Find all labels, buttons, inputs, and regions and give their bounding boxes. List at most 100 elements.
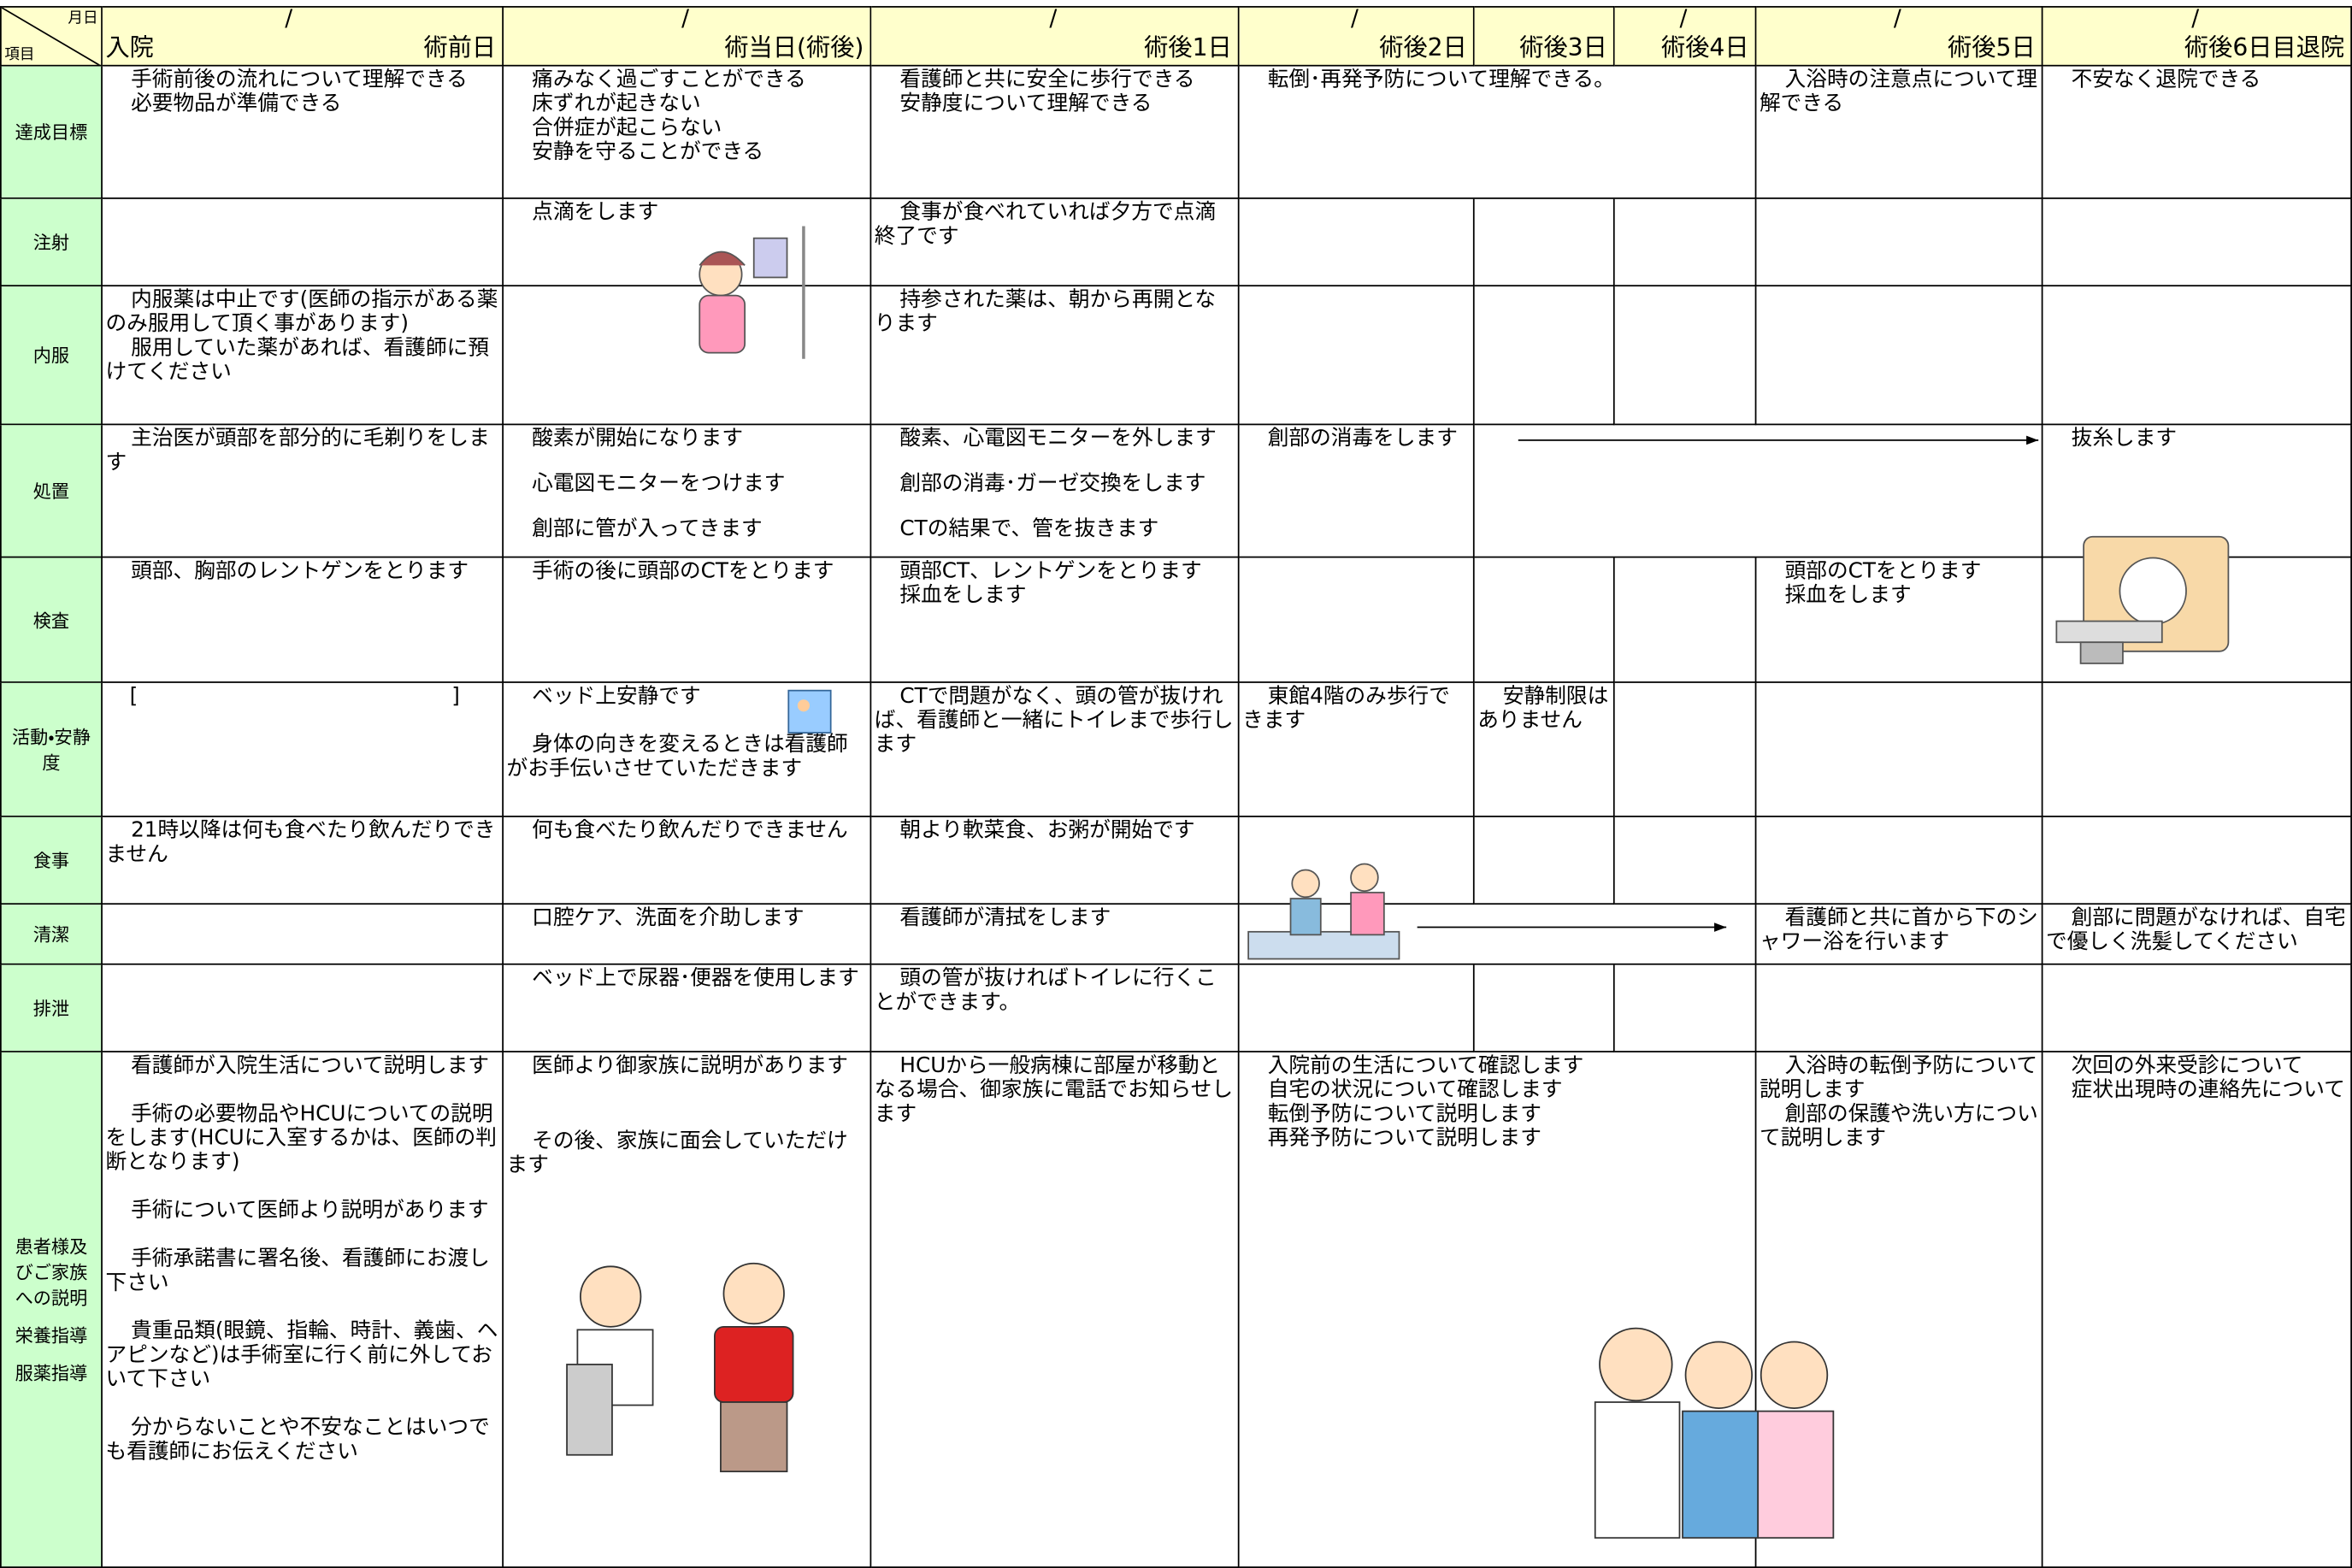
cell-text: 主治医が頭部を部分的に毛剃りをします — [105, 427, 490, 475]
cell-text: 口腔ケア、洗面を介助します — [532, 905, 805, 931]
cell: 頭部のCTをとります 採血をします — [1756, 557, 2043, 683]
cell-text: 手術の必要物品やHCUについての説明をします(HCUに入室するかは、医師の判断と… — [105, 1102, 497, 1175]
cell: 手術の後に頭部のCTをとります — [503, 557, 872, 683]
row-label: 達成目標 — [0, 66, 103, 199]
header-label: 術後4日 — [1661, 32, 1749, 62]
cell: 酸素、心電図モニターを外します 創部の消毒･ガーゼ交換をします CTの結果で、管を抜… — [871, 425, 1240, 558]
cell — [1239, 557, 1475, 683]
cell: 創部に問題がなければ、自宅で優しく洗髪してください — [2043, 905, 2352, 965]
cell: 21時以降は何も食べたり飲んだりできません — [102, 816, 504, 905]
cell: 持参された薬は、朝から再開となります — [871, 286, 1240, 426]
cell — [2043, 964, 2352, 1052]
cell — [2043, 557, 2352, 683]
header-cell: / 術後1日 — [871, 6, 1240, 67]
header-cell: / 術後5日 — [1756, 6, 2043, 67]
header-label: 術前日 — [423, 32, 497, 62]
cell — [1614, 816, 1757, 905]
header-cell: / 術後6日目退院 — [2043, 6, 2352, 67]
row-label: 検査 — [0, 557, 103, 683]
cell: 看護師と共に首から下のシャワー浴を行います — [1756, 905, 2043, 965]
cell: 酸素が開始になります 心電図モニターをつけます 創部に管が入ってきます — [503, 425, 872, 558]
row-label: 内服 — [0, 286, 103, 426]
cell-text: 看護師が清拭をします — [899, 905, 1111, 931]
cell — [1474, 425, 2043, 558]
cell: 安静制限はありません — [1474, 682, 1615, 817]
cell-text: 頭の管が抜ければトイレに行くことができます。 — [874, 966, 1217, 1015]
cell — [1756, 816, 2043, 905]
cell: 医師より御家族に説明があります その後、家族に面会していただけます — [503, 1052, 872, 1568]
cell-text: 入浴時の転倒予防について説明します — [1759, 1053, 2038, 1103]
header-cell: / 術後2日 — [1239, 6, 1475, 67]
cell-text: ベッド上で尿器･便器を使用します — [532, 966, 859, 991]
cell-text: 酸素、心電図モニターを外します — [899, 427, 1217, 451]
cell: HCUから一般病棟に部屋が移動となる場合、御家族に電話でお知らせします — [871, 1052, 1240, 1568]
cell-text: 手術の後に頭部のCTをとります — [532, 559, 834, 584]
cell: 痛みなく過ごすことができる 床ずれが起きない 合併症が起こらない 安静を守ることができ… — [503, 66, 872, 199]
cell-text: 内服薬は中止です(医師の指示がある薬のみ服用して頂く事があります) — [105, 287, 498, 337]
cell — [1614, 682, 1757, 817]
cell-text: 次回の外来受診について — [2071, 1053, 2303, 1078]
header-label: 術後1日 — [1144, 32, 1232, 62]
cell-text: 床ずれが起きない — [532, 91, 701, 116]
cell-text: 分からないことや不安なことはいつでも看護師にお伝えください — [105, 1415, 490, 1465]
cell-text: 看護師が入院生活について説明します — [131, 1053, 490, 1078]
cell — [503, 286, 872, 426]
cell-text: ] — [451, 684, 460, 709]
cell-text: 手術前後の流れについて理解できる — [131, 68, 468, 92]
row-label-text: 食事 — [32, 850, 70, 872]
cell — [1474, 286, 1615, 426]
cell-text: 21時以降は何も食べたり飲んだりできません — [105, 818, 496, 867]
cell: ベッド上安静です 身体の向きを変えるときは看護師がお手伝いさせていただきます — [503, 682, 872, 817]
header-label: 術当日(術後) — [724, 32, 864, 62]
cell-text: 創部に問題がなければ、自宅で優しく洗髪してください — [2046, 905, 2346, 955]
cell-text: 頭部、胸部のレントゲンをとります — [131, 559, 469, 584]
header-cell: 術後3日 — [1474, 6, 1615, 67]
cell-text: 転倒･再発予防について理解できる。 — [1267, 68, 1615, 92]
cell — [1756, 198, 2043, 287]
cell-text: 安静度について理解できる — [899, 91, 1152, 116]
cell — [1474, 816, 1615, 905]
cell-text: 創部の保護や洗い方について説明します — [1759, 1102, 2038, 1151]
cell-text: 入院前の生活について確認します — [1267, 1053, 1584, 1078]
cell-text: 何も食べたり飲んだりできません — [532, 818, 848, 843]
cell: 看護師が入院生活について説明します手術の必要物品やHCUについての説明をします(… — [102, 1052, 504, 1568]
cell: 朝より軟菜食、お粥が開始です — [871, 816, 1240, 905]
cell-text: 創部に管が入ってきます — [532, 516, 763, 542]
cell-text: 自宅の状況について確認します — [1267, 1077, 1563, 1103]
corner-bottom: 項目 — [4, 46, 35, 64]
cell: CTで問題がなく、頭の管が抜ければ、看護師と一緒にトイレまで歩行します — [871, 682, 1240, 817]
row-label-text: 達成目標 — [15, 121, 88, 144]
cell: 創部の消毒をします — [1239, 425, 1475, 558]
cell-text: 痛みなく過ごすことができる — [532, 68, 806, 92]
corner-cell: 月日 項目 — [0, 6, 103, 67]
cell-text: 再発予防について説明します — [1267, 1126, 1541, 1151]
header-cell: / 術当日(術後) — [503, 6, 872, 67]
header-slash: / — [1893, 6, 1901, 32]
cell: 頭部、胸部のレントゲンをとります — [102, 557, 504, 683]
cell-text: HCUから一般病棟に部屋が移動となる場合、御家族に電話でお知らせします — [874, 1053, 1234, 1127]
cell — [1474, 198, 1615, 287]
header-slash: / — [1679, 6, 1688, 32]
cell-text: その後、家族に面会していただけます — [506, 1129, 848, 1178]
cell — [1614, 964, 1757, 1052]
cell-text: 朝より軟菜食、お粥が開始です — [899, 818, 1195, 843]
cell-text: 身体の向きを変えるときは看護師がお手伝いさせていただきます — [506, 733, 848, 781]
cell — [1474, 964, 1615, 1052]
cell-text: 採血をします — [1784, 583, 1912, 608]
cell-text: 貴重品類(眼鏡、指輪、時計、義歯、ヘアピンなど)は手術室に行く前に外しておいて下… — [105, 1319, 498, 1392]
row-label: 活動・安静度 — [0, 682, 103, 817]
row-label: 患者様及びご家族への説明 栄養指導 服薬指導 — [0, 1052, 103, 1568]
cell — [102, 198, 504, 287]
cell-text: 手術承諾書に署名後、看護師にお渡し下さい — [105, 1247, 490, 1295]
cell — [2043, 816, 2352, 905]
cell — [1239, 198, 1475, 287]
cell-text: 抜糸します — [2071, 427, 2178, 451]
row-label-text: 内服 — [32, 345, 70, 367]
cell: 不安なく退院できる — [2043, 66, 2352, 199]
cell: 次回の外来受診について 症状出現時の連絡先について — [2043, 1052, 2352, 1568]
cell — [1614, 557, 1757, 683]
cell-text: 心電図モニターをつけます — [532, 471, 786, 497]
cell: 入院前の生活について確認します 自宅の状況について確認します 転倒予防について説明し… — [1239, 1052, 1757, 1568]
